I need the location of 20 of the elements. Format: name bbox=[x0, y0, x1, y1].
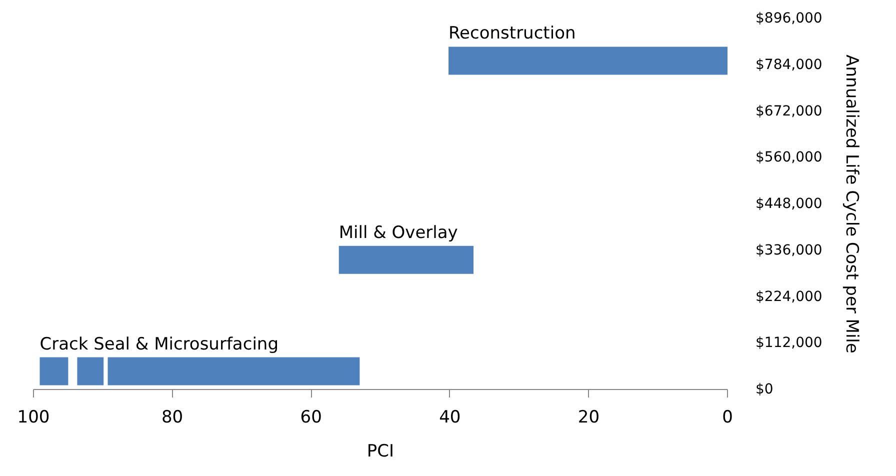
y-tick-label: $896,000 bbox=[756, 10, 822, 26]
x-tick-label: 40 bbox=[439, 408, 461, 428]
y-tick-label: $560,000 bbox=[756, 150, 822, 166]
series-label: Mill & Overlay bbox=[338, 222, 458, 243]
x-tick-label: 80 bbox=[161, 408, 184, 428]
y-tick-label: $672,000 bbox=[756, 103, 822, 120]
x-tick-label: 20 bbox=[578, 408, 600, 428]
x-tick-label: 0 bbox=[722, 408, 733, 428]
y-tick-label: $336,000 bbox=[756, 242, 822, 258]
x-axis-title: PCI bbox=[366, 442, 394, 462]
y-axis-title: Annualized Life Cycle Cost per Mile bbox=[841, 54, 862, 354]
y-tick-label: $0 bbox=[756, 382, 774, 398]
series-label: Reconstruction bbox=[448, 24, 576, 44]
y-tick-label: $112,000 bbox=[756, 335, 822, 352]
x-tick-label: 100 bbox=[17, 408, 50, 428]
y-tick-label: $784,000 bbox=[756, 56, 822, 73]
x-tick-label: 60 bbox=[300, 408, 322, 428]
y-tick-label: $448,000 bbox=[756, 196, 822, 212]
series-label: Crack Seal & Microsurfacing bbox=[40, 334, 278, 354]
y-tick-label: $224,000 bbox=[756, 288, 822, 305]
